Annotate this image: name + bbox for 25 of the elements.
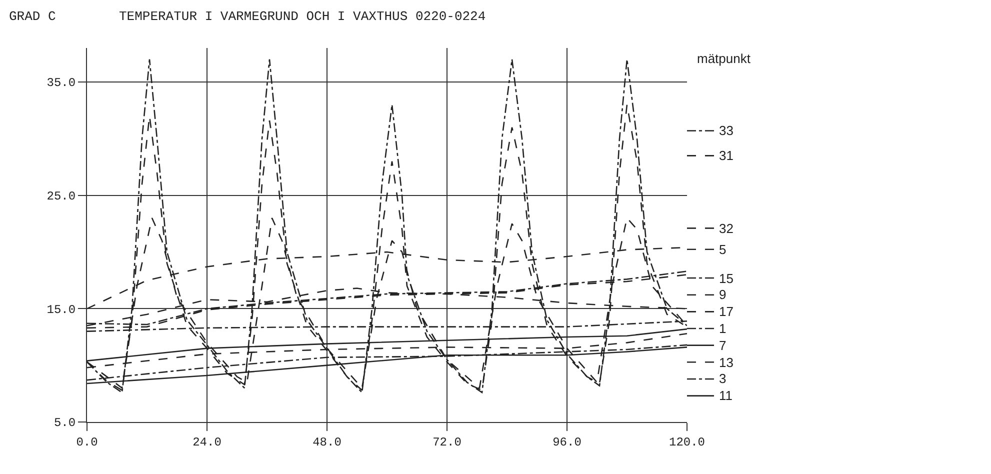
x-tick-label: 96.0 bbox=[552, 435, 582, 450]
legend-label: 15 bbox=[719, 271, 734, 286]
legend-label: 1 bbox=[719, 321, 726, 336]
x-tick-label: 120.0 bbox=[668, 435, 706, 450]
legend-title: mätpunkt bbox=[697, 51, 751, 66]
y-tick-label: 35.0 bbox=[46, 76, 76, 90]
legend-label: 32 bbox=[719, 221, 734, 236]
x-tick-label: 24.0 bbox=[192, 435, 222, 450]
y-tick-label: 5.0 bbox=[54, 416, 76, 430]
legend-label: 11 bbox=[719, 388, 732, 403]
legend-label: 17 bbox=[719, 304, 734, 319]
x-tick-label: 0.0 bbox=[76, 435, 98, 450]
y-tick-label: 25.0 bbox=[46, 190, 76, 204]
legend-label: 7 bbox=[719, 338, 726, 353]
legend-label: 9 bbox=[719, 287, 726, 302]
chart-title: TEMPERATUR I VARMEGRUND OCH I VAXTHUS 0220-0224 bbox=[119, 9, 486, 24]
legend-label: 5 bbox=[719, 242, 726, 257]
x-tick-label: 48.0 bbox=[312, 435, 342, 450]
y-axis-title: GRAD C bbox=[9, 9, 56, 24]
y-tick-label: 15.0 bbox=[46, 302, 76, 317]
legend-label: 3 bbox=[719, 371, 726, 386]
x-tick-label: 72.0 bbox=[432, 435, 462, 450]
legend-label: 31 bbox=[719, 148, 734, 163]
legend-label: 33 bbox=[719, 123, 734, 138]
legend-label: 13 bbox=[719, 355, 734, 370]
